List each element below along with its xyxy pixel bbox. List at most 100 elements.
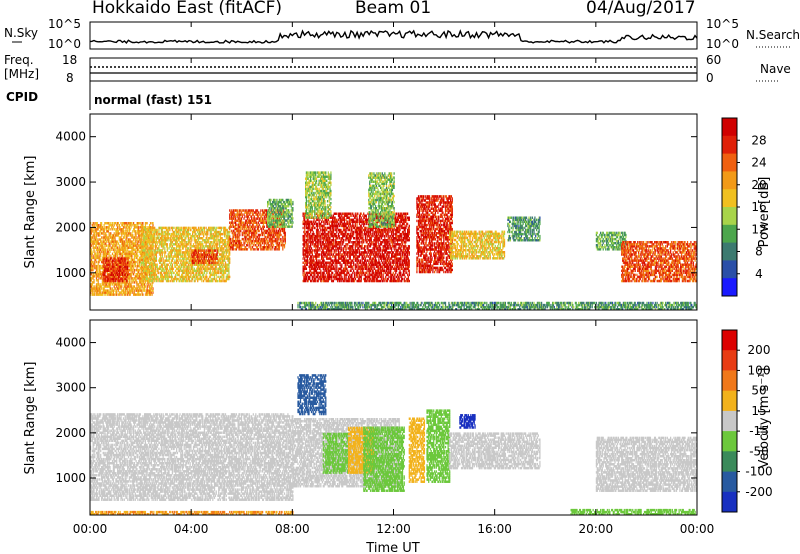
- heatmap-cell: [91, 252, 93, 256]
- heatmap-cell: [170, 255, 173, 258]
- heatmap-cell: [90, 287, 93, 290]
- heatmap-cell: [152, 226, 154, 230]
- heatmap-cell: [112, 248, 115, 251]
- heatmap-cell: [142, 267, 144, 271]
- heatmap-cell: [166, 279, 168, 283]
- heatmap-cell: [109, 242, 111, 245]
- heatmap-cell: [109, 293, 111, 296]
- heatmap-cell: [142, 271, 144, 274]
- heatmap-cell: [147, 253, 149, 256]
- heatmap-cell: [160, 245, 163, 248]
- heatmap-cell: [93, 222, 95, 225]
- heatmap-cell: [176, 259, 178, 262]
- heatmap-cell: [95, 271, 98, 274]
- heatmap-cell: [102, 291, 104, 294]
- heatmap-cell: [125, 263, 127, 266]
- heatmap-cell: [98, 277, 100, 280]
- heatmap-cell: [96, 275, 98, 278]
- heatmap-cell: [229, 253, 231, 256]
- heatmap-cell: [118, 293, 120, 296]
- heatmap-cell: [111, 222, 114, 225]
- heatmap-cell: [164, 243, 166, 246]
- heatmap-cell: [103, 252, 105, 256]
- heatmap-cell: [149, 253, 152, 256]
- heatmap-cell: [170, 245, 172, 248]
- heatmap-cell: [149, 240, 151, 243]
- heatmap-cell: [127, 242, 129, 245]
- heatmap-cell: [213, 226, 216, 230]
- heatmap-cell: [138, 236, 141, 239]
- heatmap-cell: [163, 230, 165, 234]
- heatmap-cell: [177, 245, 179, 248]
- heatmap-cell: [168, 269, 170, 273]
- heatmap-cell: [154, 257, 157, 260]
- heatmap-cell: [126, 281, 128, 284]
- heatmap-cell: [113, 267, 115, 271]
- heatmap-cell: [149, 222, 152, 225]
- heatmap-cell: [120, 273, 122, 277]
- heatmap-cell: [161, 245, 163, 248]
- heatmap-cell: [144, 259, 146, 262]
- heatmap-cell: [122, 246, 125, 249]
- heatmap-cell: [194, 277, 196, 281]
- heatmap-cell: [117, 271, 119, 275]
- heatmap-cell: [102, 265, 104, 268]
- heatmap-cell: [148, 247, 150, 250]
- heatmap-cell: [124, 263, 126, 266]
- heatmap-cell: [121, 224, 123, 227]
- heatmap-cell: [122, 259, 124, 262]
- heatmap-cell: [186, 226, 188, 230]
- heatmap-cell: [149, 234, 152, 238]
- heatmap-cell: [94, 236, 96, 239]
- heatmap-cell: [158, 239, 160, 242]
- heatmap-cell: [122, 273, 124, 277]
- heatmap-cell: [91, 264, 93, 268]
- heatmap-cell: [96, 291, 98, 294]
- heatmap-cell: [111, 275, 114, 279]
- heatmap-cell: [90, 252, 92, 256]
- heatmap-cell: [93, 240, 95, 243]
- heatmap-cell: [174, 239, 176, 242]
- heatmap-cell: [154, 263, 156, 266]
- heatmap-cell: [106, 250, 109, 254]
- heatmap-cell: [149, 266, 152, 270]
- heatmap-cell: [173, 243, 175, 246]
- heatmap-cell: [167, 232, 169, 236]
- heatmap-cell: [106, 236, 109, 239]
- heatmap-cell: [103, 287, 105, 290]
- heatmap-cell: [183, 271, 185, 275]
- heatmap-cell: [108, 261, 110, 264]
- heatmap-cell: [168, 237, 170, 240]
- heatmap-cell: [125, 277, 127, 281]
- heatmap-cell: [93, 293, 95, 296]
- heatmap-cell: [115, 254, 117, 258]
- heatmap-cell: [143, 259, 145, 262]
- heatmap-cell: [102, 273, 104, 277]
- heatmap-cell: [176, 251, 179, 254]
- heatmap-cell: [135, 238, 137, 241]
- heatmap-cell: [165, 237, 167, 240]
- heatmap-cell: [165, 243, 168, 246]
- heatmap-cell: [105, 267, 107, 271]
- heatmap-cell: [93, 234, 95, 237]
- heatmap-cell: [154, 247, 157, 250]
- heatmap-cell: [150, 267, 152, 271]
- heatmap-cell: [146, 293, 148, 296]
- heatmap-cell: [168, 247, 170, 250]
- heatmap-cell: [176, 230, 179, 234]
- heatmap-cell: [146, 265, 148, 268]
- heatmap-cell: [126, 226, 128, 229]
- heatmap-cell: [146, 238, 148, 241]
- heatmap-cell: [128, 279, 131, 282]
- heatmap-cell: [96, 252, 98, 256]
- heatmap-cell: [150, 240, 152, 243]
- heatmap-cell: [128, 287, 131, 290]
- heatmap-cell: [124, 283, 126, 286]
- heatmap-cell: [117, 242, 120, 245]
- heatmap-cell: [142, 256, 144, 260]
- heatmap-cell: [173, 271, 175, 275]
- heatmap-cell: [98, 250, 100, 254]
- heatmap-cell: [144, 269, 146, 273]
- heatmap-cell: [96, 279, 98, 282]
- heatmap-cell: [126, 285, 128, 288]
